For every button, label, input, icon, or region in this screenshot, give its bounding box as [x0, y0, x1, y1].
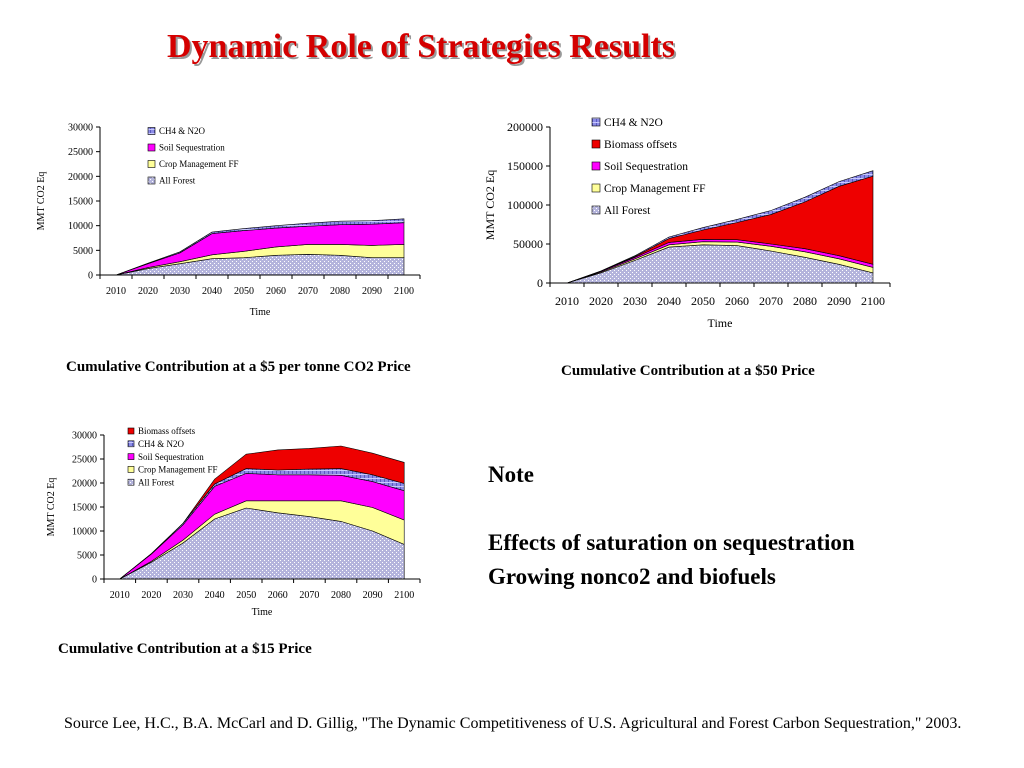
source-citation: Source Lee, H.C., B.A. McCarl and D. Gil… — [64, 715, 962, 732]
note-heading: Note — [488, 462, 534, 487]
legend-swatch-ch4-and-n2o — [147, 127, 156, 135]
legend-label-soil-sequestration: Soil Sequestration — [604, 161, 688, 173]
x-tick-label: 2030 — [173, 590, 193, 601]
x-tick-label: 2040 — [657, 294, 681, 308]
chart-50-dollar: 0 50000 100000 150000 200000 2010 2020 2030 2040… — [483, 117, 891, 330]
area-biomass-offsets — [119, 445, 405, 580]
legend-swatch-crop-management-ff — [147, 160, 156, 168]
x-tick-label: 2100 — [861, 294, 885, 308]
y-tick-label: 20000 — [72, 479, 97, 490]
x-tick-label: 2030 — [170, 286, 190, 297]
x-tick-label: 2070 — [298, 286, 318, 297]
legend-swatch-all-forest — [591, 205, 601, 215]
area-ch4-and-n2o — [115, 218, 405, 276]
y-tick-label: 30000 — [68, 123, 93, 134]
x-tick-label: 2020 — [138, 286, 158, 297]
note-line-biofuels: Growing nonco2 and biofuels — [488, 564, 776, 589]
legend-label-all-forest: All Forest — [159, 176, 196, 186]
x-tick-label: 2010 — [110, 590, 130, 601]
x-tick-label: 2020 — [589, 294, 613, 308]
chart-5-dollar: 0 5000 10000 15000 20000 25000 30000 2010 2020 20… — [36, 123, 421, 318]
page-title: Dynamic Role of Strategies Results — [166, 28, 676, 65]
legend-swatch-crop-management-ff — [591, 183, 601, 193]
y-tick-label: 10000 — [72, 527, 97, 538]
legend-label-biomass-offsets: Biomass offsets — [138, 426, 196, 436]
legend-label-ch4-and-n2o: CH4 & N2O — [159, 126, 206, 136]
legend-label-all-forest: All Forest — [604, 205, 651, 217]
x-tick-label: 2050 — [691, 294, 715, 308]
legend-swatch-crop-management-ff — [127, 466, 135, 473]
legend-swatch-all-forest — [127, 478, 135, 486]
y-tick-label: 0 — [92, 575, 97, 586]
legend-swatch-biomass-offsets — [591, 139, 601, 149]
x-tick-label: 2030 — [623, 294, 647, 308]
y-tick-label: 0 — [537, 276, 543, 290]
y-axis-label: MMT CO2 Eq — [483, 170, 497, 240]
x-axis-label: Time — [252, 607, 273, 618]
x-tick-label: 2010 — [106, 286, 126, 297]
x-tick-label: 2010 — [555, 294, 579, 308]
caption-15-dollar: Cumulative Contribution at a $15 Price — [58, 641, 312, 657]
x-tick-label: 2050 — [236, 590, 256, 601]
legend-label-ch4-and-n2o: CH4 & N2O — [138, 439, 185, 449]
legend-swatch-soil-sequestration — [127, 453, 135, 460]
y-tick-label: 150000 — [507, 159, 543, 173]
y-axis-label: MMT CO2 Eq — [36, 172, 47, 231]
y-tick-label: 100000 — [507, 198, 543, 212]
x-tick-label: 2080 — [331, 590, 351, 601]
legend-label-soil-sequestration: Soil Sequestration — [159, 143, 225, 153]
x-tick-label: 2100 — [394, 286, 414, 297]
area-ch4-and-n2o — [566, 170, 874, 284]
legend-swatch-all-forest — [147, 176, 156, 185]
legend-swatch-soil-sequestration — [591, 161, 601, 171]
legend-label-crop-management-ff: Crop Management FF — [604, 183, 706, 195]
y-tick-label: 30000 — [72, 431, 97, 442]
x-tick-label: 2040 — [205, 590, 225, 601]
legend-label-biomass-offsets: Biomass offsets — [604, 139, 677, 151]
legend-swatch-ch4-and-n2o — [591, 117, 601, 127]
y-tick-label: 0 — [88, 271, 93, 282]
x-tick-label: 2080 — [330, 286, 350, 297]
legend-label-soil-sequestration: Soil Sequestration — [138, 452, 204, 462]
x-tick-label: 2060 — [266, 286, 286, 297]
note-box: Note Effects of saturation on sequestrat… — [488, 458, 855, 594]
legend-label-ch4-and-n2o: CH4 & N2O — [604, 117, 663, 129]
x-tick-label: 2050 — [234, 286, 254, 297]
y-tick-label: 15000 — [68, 197, 93, 208]
x-axis-label: Time — [708, 316, 733, 330]
x-tick-label: 2070 — [759, 294, 783, 308]
x-tick-label: 2060 — [725, 294, 749, 308]
y-axis-label: MMT CO2 Eq — [46, 478, 57, 537]
y-tick-label: 10000 — [68, 221, 93, 232]
x-tick-label: 2090 — [362, 286, 382, 297]
y-tick-label: 50000 — [513, 237, 543, 251]
y-tick-label: 200000 — [507, 120, 543, 134]
caption-5-dollar: Cumulative Contribution at a $5 per tonn… — [66, 359, 411, 375]
legend-label-all-forest: All Forest — [138, 477, 175, 487]
x-tick-label: 2060 — [268, 590, 288, 601]
y-tick-label: 25000 — [68, 147, 93, 158]
x-tick-label: 2040 — [202, 286, 222, 297]
x-tick-label: 2020 — [141, 590, 161, 601]
legend-swatch-soil-sequestration — [147, 143, 156, 152]
legend-swatch-biomass-offsets — [127, 427, 135, 435]
y-tick-label: 5000 — [77, 551, 97, 562]
chart-15-dollar: 0 5000 10000 15000 20000 25000 30000 2010 2020 20… — [46, 426, 421, 618]
y-tick-label: 25000 — [72, 455, 97, 466]
caption-50-dollar: Cumulative Contribution at a $50 Price — [561, 363, 815, 379]
x-tick-label: 2090 — [363, 590, 383, 601]
y-tick-label: 15000 — [72, 503, 97, 514]
y-tick-label: 20000 — [68, 172, 93, 183]
x-tick-label: 2100 — [394, 590, 414, 601]
legend-label-crop-management-ff: Crop Management FF — [138, 465, 218, 475]
y-tick-label: 5000 — [73, 246, 93, 257]
legend-swatch-ch4-and-n2o — [127, 440, 135, 448]
x-tick-label: 2090 — [827, 294, 851, 308]
x-axis-label: Time — [250, 307, 271, 318]
x-tick-label: 2070 — [299, 590, 319, 601]
note-line-saturation: Effects of saturation on sequestration — [488, 530, 855, 555]
legend-label-crop-management-ff: Crop Management FF — [159, 159, 239, 169]
x-tick-label: 2080 — [793, 294, 817, 308]
